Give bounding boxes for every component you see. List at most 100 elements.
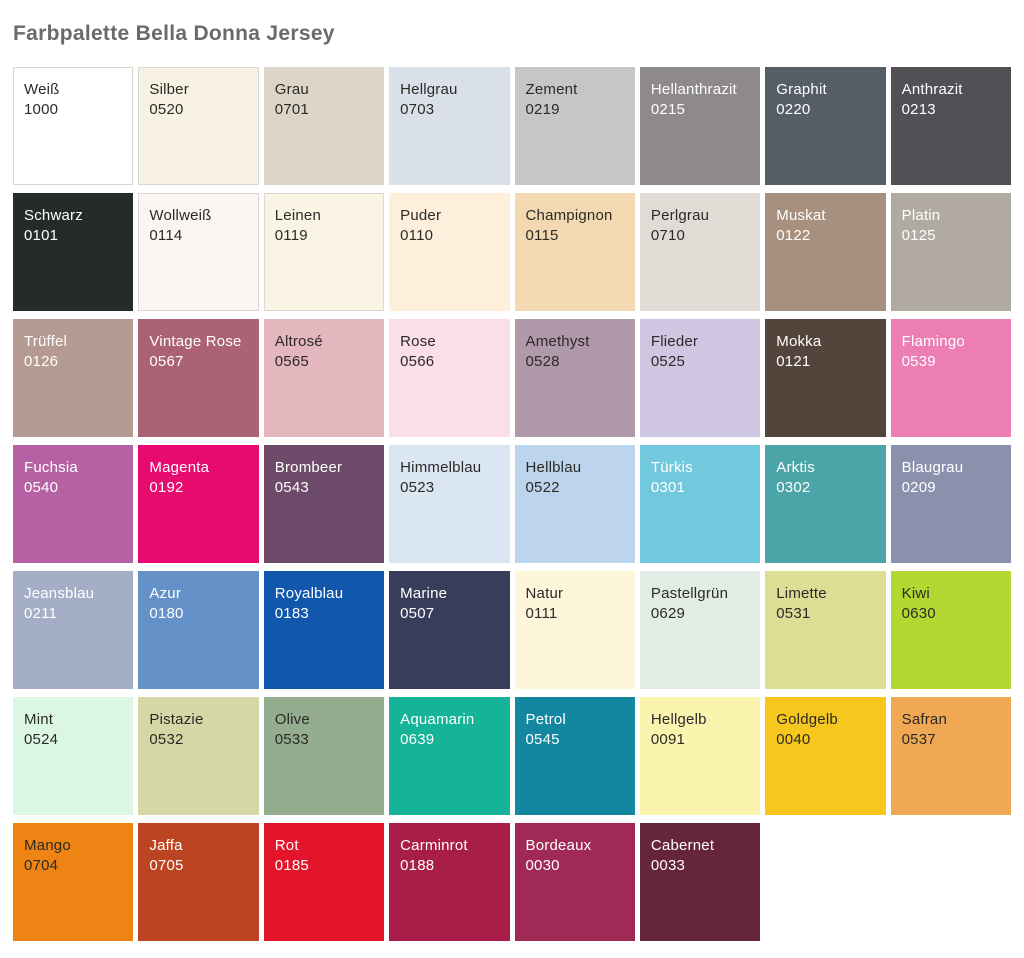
swatch-name: Limette (776, 585, 827, 602)
swatch-0111: Natur 0111 (514, 571, 635, 689)
swatch-0301: Türkis 0301 (639, 445, 761, 563)
swatch-0030: Bordeaux 0030 (514, 823, 635, 941)
swatch-name: Vintage Rose (149, 333, 242, 350)
swatch-name: Goldgelb (776, 711, 838, 728)
swatch-name: Marine (400, 585, 448, 602)
swatch-name: Blaugrau (901, 459, 964, 476)
swatch-code: 0566 (400, 353, 435, 370)
swatch-code: 0545 (525, 731, 560, 748)
swatch-name: Pastellgrün (650, 585, 729, 602)
swatch-code: 0115 (525, 227, 559, 244)
swatch-code: 0213 (901, 101, 936, 118)
swatch-1000: Weiß 1000 (13, 67, 134, 185)
swatch-code: 0520 (149, 101, 184, 118)
swatch-0211: Jeansblau 0211 (13, 571, 134, 689)
swatch-name: Cabernet (650, 837, 715, 854)
swatch-code: 0525 (650, 353, 686, 370)
swatch-0180: Azur 0180 (138, 571, 259, 689)
swatch-name: Petrol (525, 711, 566, 728)
swatch-code: 0180 (149, 605, 184, 622)
swatch-0710: Perlgrau 0710 (639, 193, 761, 311)
swatch-0543: Brombeer 0543 (263, 445, 385, 563)
swatch-name: Amethyst (525, 333, 590, 350)
swatch-name: Arktis (776, 459, 815, 476)
swatch-code: 0532 (149, 731, 184, 748)
swatch-code: 0629 (650, 605, 686, 622)
swatch-0115: Champignon 0115 (514, 193, 635, 311)
swatch-0188: Carminrot 0188 (389, 823, 510, 941)
swatch-name: Muskat (776, 207, 826, 224)
swatch-name: Hellanthrazit (650, 81, 737, 98)
swatch-name: Trüffel (24, 333, 68, 350)
swatch-0532: Pistazie 0532 (138, 697, 259, 815)
swatch-name: Champignon (525, 207, 613, 224)
swatch-name: Jaffa (149, 837, 183, 854)
swatch-code: 0185 (274, 857, 309, 874)
swatch-0567: Vintage Rose 0567 (138, 319, 259, 437)
swatch-code: 0215 (650, 101, 686, 118)
swatch-name: Zement (525, 81, 578, 98)
swatch-0537: Safran 0537 (890, 697, 1011, 815)
swatch-code: 0528 (525, 353, 560, 370)
swatch-code: 0091 (650, 731, 686, 748)
color-grid: Weiß 1000 Silber 0520 Grau 0701 Hellgrau 0703 Ze… (13, 67, 1011, 941)
swatch-code: 0522 (525, 479, 560, 496)
swatch-name: Platin (901, 207, 941, 224)
swatch-code: 0701 (274, 101, 309, 118)
swatch-code: 0531 (776, 605, 811, 622)
swatch-0522: Hellblau 0522 (514, 445, 635, 563)
swatch-0545: Petrol 0545 (514, 697, 635, 815)
swatch-0701: Grau 0701 (263, 67, 385, 185)
swatch-code: 0565 (274, 353, 309, 370)
swatch-name: Altrosé (274, 333, 323, 350)
swatch-0185: Rot 0185 (263, 823, 385, 941)
swatch-0507: Marine 0507 (389, 571, 510, 689)
swatch-code: 0543 (274, 479, 309, 496)
swatch-name: Jeansblau (24, 585, 95, 602)
swatch-0565: Altrosé 0565 (263, 319, 385, 437)
swatch-0703: Hellgrau 0703 (389, 67, 510, 185)
swatch-code: 0119 (274, 227, 308, 244)
swatch-name: Safran (901, 711, 948, 728)
swatch-code: 0101 (24, 227, 59, 244)
swatch-name: Schwarz (24, 207, 83, 224)
swatch-name: Magenta (149, 459, 210, 476)
swatch-name: Fuchsia (24, 459, 78, 476)
page-title: Farbpalette Bella Donna Jersey (13, 22, 335, 45)
swatch-0566: Rose 0566 (389, 319, 510, 437)
swatch-code: 1000 (24, 101, 59, 118)
swatch-0121: Mokka 0121 (765, 319, 886, 437)
swatch-name: Hellgelb (650, 711, 707, 728)
swatch-code: 0110 (400, 227, 434, 244)
swatch-0540: Fuchsia 0540 (13, 445, 134, 563)
swatch-0209: Blaugrau 0209 (890, 445, 1011, 563)
swatch-0523: Himmelblau 0523 (389, 445, 510, 563)
swatch-code: 0125 (901, 227, 936, 244)
swatch-0302: Arktis 0302 (765, 445, 886, 563)
swatch-0533: Olive 0533 (263, 697, 385, 815)
swatch-code: 0705 (149, 857, 184, 874)
swatch-0539: Flamingo 0539 (890, 319, 1011, 437)
swatch-0531: Limette 0531 (765, 571, 886, 689)
swatch-code: 0121 (776, 353, 811, 370)
swatch-code: 0040 (776, 731, 811, 748)
swatch-name: Mokka (776, 333, 822, 350)
swatch-code: 0126 (24, 353, 59, 370)
swatch-0528: Amethyst 0528 (514, 319, 635, 437)
swatch-code: 0710 (650, 227, 686, 244)
swatch-name: Graphit (776, 81, 827, 98)
swatch-code: 0533 (274, 731, 309, 748)
swatch-0110: Puder 0110 (389, 193, 510, 311)
swatch-code: 0111 (525, 605, 558, 622)
swatch-0639: Aquamarin 0639 (389, 697, 510, 815)
swatch-code: 0540 (24, 479, 59, 496)
swatch-name: Olive (274, 711, 310, 728)
swatch-code: 0704 (24, 857, 59, 874)
swatch-code: 0183 (274, 605, 309, 622)
swatch-name: Hellblau (525, 459, 582, 476)
swatch-name: Mint (24, 711, 54, 728)
swatch-name: Perlgrau (650, 207, 710, 224)
swatch-code: 0539 (901, 353, 936, 370)
swatch-0040: Goldgelb 0040 (765, 697, 886, 815)
